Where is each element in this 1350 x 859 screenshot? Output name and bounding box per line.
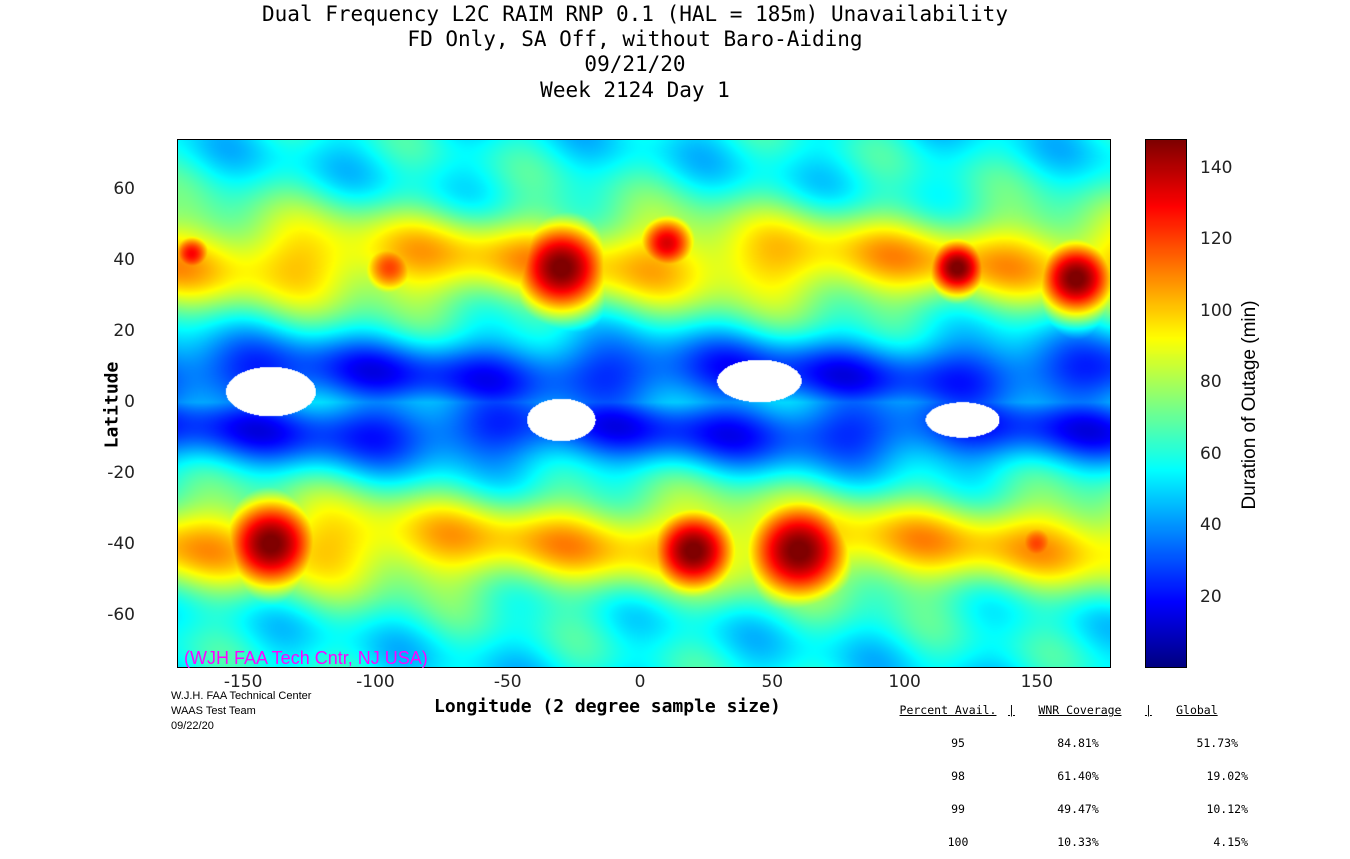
- colorbar-tick-label: 60: [1200, 443, 1222, 464]
- colorbar-tick-label: 20: [1200, 586, 1222, 607]
- y-tick-label: -40: [107, 533, 135, 554]
- x-tick-label: -150: [223, 672, 263, 692]
- colorbar-label: Duration of Outage (min): [1239, 300, 1260, 510]
- y-tick-label: 60: [113, 178, 135, 199]
- y-tick-label: -60: [107, 604, 135, 625]
- availability-table: Percent Avail. | WNR Coverage | Global 95 8…: [888, 683, 1248, 859]
- wnr-cell: 49.47%: [1057, 802, 1099, 816]
- outage-heatmap: [177, 139, 1111, 668]
- colorbar-tick-label: 80: [1200, 372, 1222, 393]
- credit-team: WAAS Test Team: [171, 705, 256, 717]
- x-tick-label: 50: [761, 672, 784, 692]
- colorbar-tick-label: 140: [1200, 157, 1233, 178]
- y-tick-label: 0: [124, 391, 135, 412]
- y-tick-label: -20: [107, 462, 135, 483]
- credit-org: W.J.H. FAA Technical Center: [171, 690, 312, 702]
- percent-cell: 100: [947, 835, 969, 849]
- colorbar: [1145, 139, 1187, 668]
- x-tick-label: -50: [493, 672, 522, 692]
- chart-title-4: Week 2124 Day 1: [540, 78, 730, 102]
- x-tick-label: 100: [888, 672, 921, 692]
- x-tick-label: 150: [1020, 672, 1054, 692]
- global-cell: 19.02%: [1206, 769, 1248, 783]
- percent-cell: 95: [951, 736, 965, 750]
- y-tick-label: 20: [113, 320, 135, 341]
- global-cell: 10.12%: [1206, 802, 1248, 816]
- header-wnr: WNR Coverage: [1038, 703, 1122, 717]
- header-percent: Percent Avail.: [899, 703, 997, 717]
- chart-title-2: FD Only, SA Off, without Baro-Aiding: [407, 27, 863, 51]
- y-axis-label: Latitude: [101, 361, 123, 449]
- wnr-cell: 10.33%: [1057, 835, 1099, 849]
- wnr-cell: 61.40%: [1057, 769, 1099, 783]
- chart-title-3: 09/21/20: [584, 52, 686, 76]
- x-tick-label: -100: [356, 672, 395, 692]
- colorbar-tick-label: 40: [1200, 515, 1222, 536]
- chart-title-1: Dual Frequency L2C RAIM RNP 0.1 (HAL = 1…: [262, 2, 1008, 26]
- percent-cell: 99: [951, 802, 965, 816]
- global-cell: 51.73%: [1196, 736, 1238, 750]
- colorbar-tick-label: 100: [1200, 300, 1233, 321]
- wnr-cell: 84.81%: [1057, 736, 1099, 750]
- header-global: Global: [1176, 703, 1218, 717]
- x-tick-label: 0: [634, 672, 646, 692]
- percent-cell: 98: [951, 769, 965, 783]
- global-cell: 4.15%: [1213, 835, 1248, 849]
- colorbar-tick-label: 120: [1200, 229, 1233, 250]
- credit-date: 09/22/20: [171, 720, 214, 732]
- watermark: (WJH FAA Tech Cntr, NJ USA): [184, 648, 428, 668]
- y-tick-label: 40: [113, 249, 135, 270]
- x-axis-label: Longitude (2 degree sample size): [434, 696, 781, 717]
